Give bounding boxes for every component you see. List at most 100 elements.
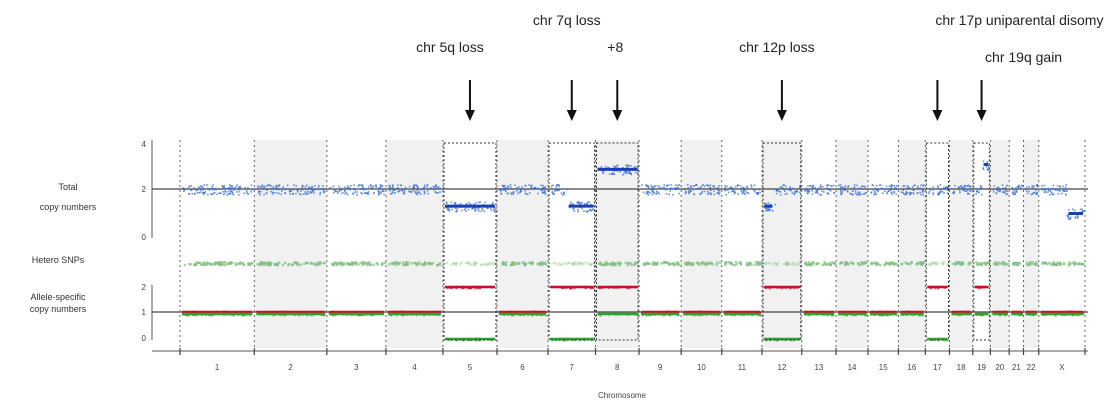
highlight-boxes bbox=[443, 142, 990, 341]
total-point bbox=[555, 189, 557, 191]
hetero-point bbox=[467, 262, 470, 266]
hetero-point bbox=[189, 263, 192, 266]
total-point bbox=[367, 191, 370, 193]
total-point bbox=[917, 187, 920, 190]
total-point bbox=[270, 191, 272, 193]
total-point bbox=[885, 185, 888, 188]
hetero-point bbox=[266, 261, 269, 265]
hetero-point bbox=[485, 264, 488, 267]
total-point bbox=[272, 191, 274, 194]
hetero-point bbox=[935, 262, 938, 265]
total-point bbox=[876, 189, 878, 191]
hetero-point bbox=[826, 262, 830, 266]
hetero-point bbox=[486, 262, 489, 266]
total-point bbox=[262, 185, 265, 188]
total-point bbox=[1032, 191, 1035, 194]
hetero-point bbox=[572, 262, 575, 265]
total-point bbox=[435, 184, 437, 186]
total-point bbox=[289, 188, 292, 191]
total-point bbox=[940, 189, 943, 191]
hetero-point bbox=[218, 263, 221, 267]
total-point bbox=[780, 194, 782, 196]
total-point bbox=[992, 191, 995, 193]
hetero-point bbox=[667, 263, 671, 266]
total-point bbox=[1006, 184, 1008, 187]
hetero-point bbox=[553, 261, 557, 265]
total-point bbox=[833, 191, 835, 194]
hetero-point bbox=[828, 263, 831, 266]
hetero-point bbox=[810, 261, 813, 265]
chrom-label-7: 7 bbox=[570, 363, 575, 372]
total-point bbox=[873, 193, 875, 196]
hetero-point bbox=[876, 261, 879, 264]
total-point bbox=[391, 191, 394, 193]
hetero-point bbox=[811, 262, 815, 265]
chrom-label-8: 8 bbox=[615, 363, 620, 372]
hetero-point bbox=[293, 261, 296, 264]
hetero-point bbox=[342, 263, 345, 267]
hetero-point bbox=[362, 262, 365, 265]
total-point bbox=[228, 186, 231, 189]
total-point bbox=[415, 192, 418, 195]
total-point bbox=[767, 202, 770, 204]
hetero-point bbox=[875, 263, 878, 267]
total-point bbox=[332, 191, 335, 194]
total-point bbox=[699, 187, 701, 190]
total-point bbox=[659, 186, 661, 189]
hetero-point bbox=[213, 262, 216, 265]
total-point bbox=[391, 192, 393, 195]
total-point bbox=[390, 187, 393, 189]
total-point bbox=[916, 191, 919, 194]
hetero-point bbox=[1001, 261, 1004, 264]
hetero-point bbox=[753, 263, 757, 266]
total-point bbox=[347, 187, 350, 190]
total-point bbox=[502, 185, 505, 187]
total-point bbox=[577, 208, 579, 211]
total-point bbox=[826, 192, 829, 195]
hetero-point bbox=[1006, 262, 1010, 266]
hetero-point bbox=[750, 263, 753, 266]
total-point bbox=[891, 193, 893, 195]
total-point bbox=[510, 186, 512, 188]
hetero-point bbox=[544, 262, 547, 266]
hetero-point bbox=[891, 261, 894, 264]
total-point bbox=[647, 194, 649, 196]
hetero-point bbox=[794, 262, 797, 265]
annotation-chr-8: +8 bbox=[607, 39, 623, 55]
hetero-point bbox=[482, 263, 486, 266]
hetero-point bbox=[577, 261, 580, 264]
total-point bbox=[500, 193, 503, 195]
total-point bbox=[1035, 189, 1037, 191]
total-point bbox=[399, 184, 402, 186]
band-chr-12 bbox=[762, 140, 802, 348]
hetero-point bbox=[833, 262, 837, 266]
total-point bbox=[506, 192, 509, 195]
hetero-point bbox=[796, 263, 800, 266]
hetero-point bbox=[758, 261, 762, 265]
total-point bbox=[903, 185, 906, 187]
total-point bbox=[815, 188, 818, 191]
total-point bbox=[223, 192, 226, 195]
total-point bbox=[653, 185, 656, 187]
total-point bbox=[203, 191, 206, 194]
total-point bbox=[818, 187, 820, 190]
total-point bbox=[602, 171, 605, 173]
band-chr-4 bbox=[385, 140, 443, 348]
total-point bbox=[693, 193, 696, 196]
major-point bbox=[1021, 311, 1024, 314]
total-point bbox=[567, 205, 570, 208]
total-point bbox=[228, 193, 230, 195]
total-point bbox=[775, 190, 778, 192]
total-point bbox=[752, 189, 755, 191]
total-point bbox=[211, 187, 213, 190]
total-point bbox=[250, 191, 252, 193]
total-point bbox=[208, 188, 211, 190]
hetero-point bbox=[791, 263, 794, 266]
band-chr-20 bbox=[990, 140, 1010, 348]
hetero-point bbox=[782, 263, 785, 266]
total-point bbox=[873, 190, 876, 193]
hetero-point bbox=[785, 263, 788, 267]
hetero-point bbox=[410, 262, 413, 265]
total-point bbox=[662, 187, 664, 190]
total-point bbox=[940, 190, 942, 193]
